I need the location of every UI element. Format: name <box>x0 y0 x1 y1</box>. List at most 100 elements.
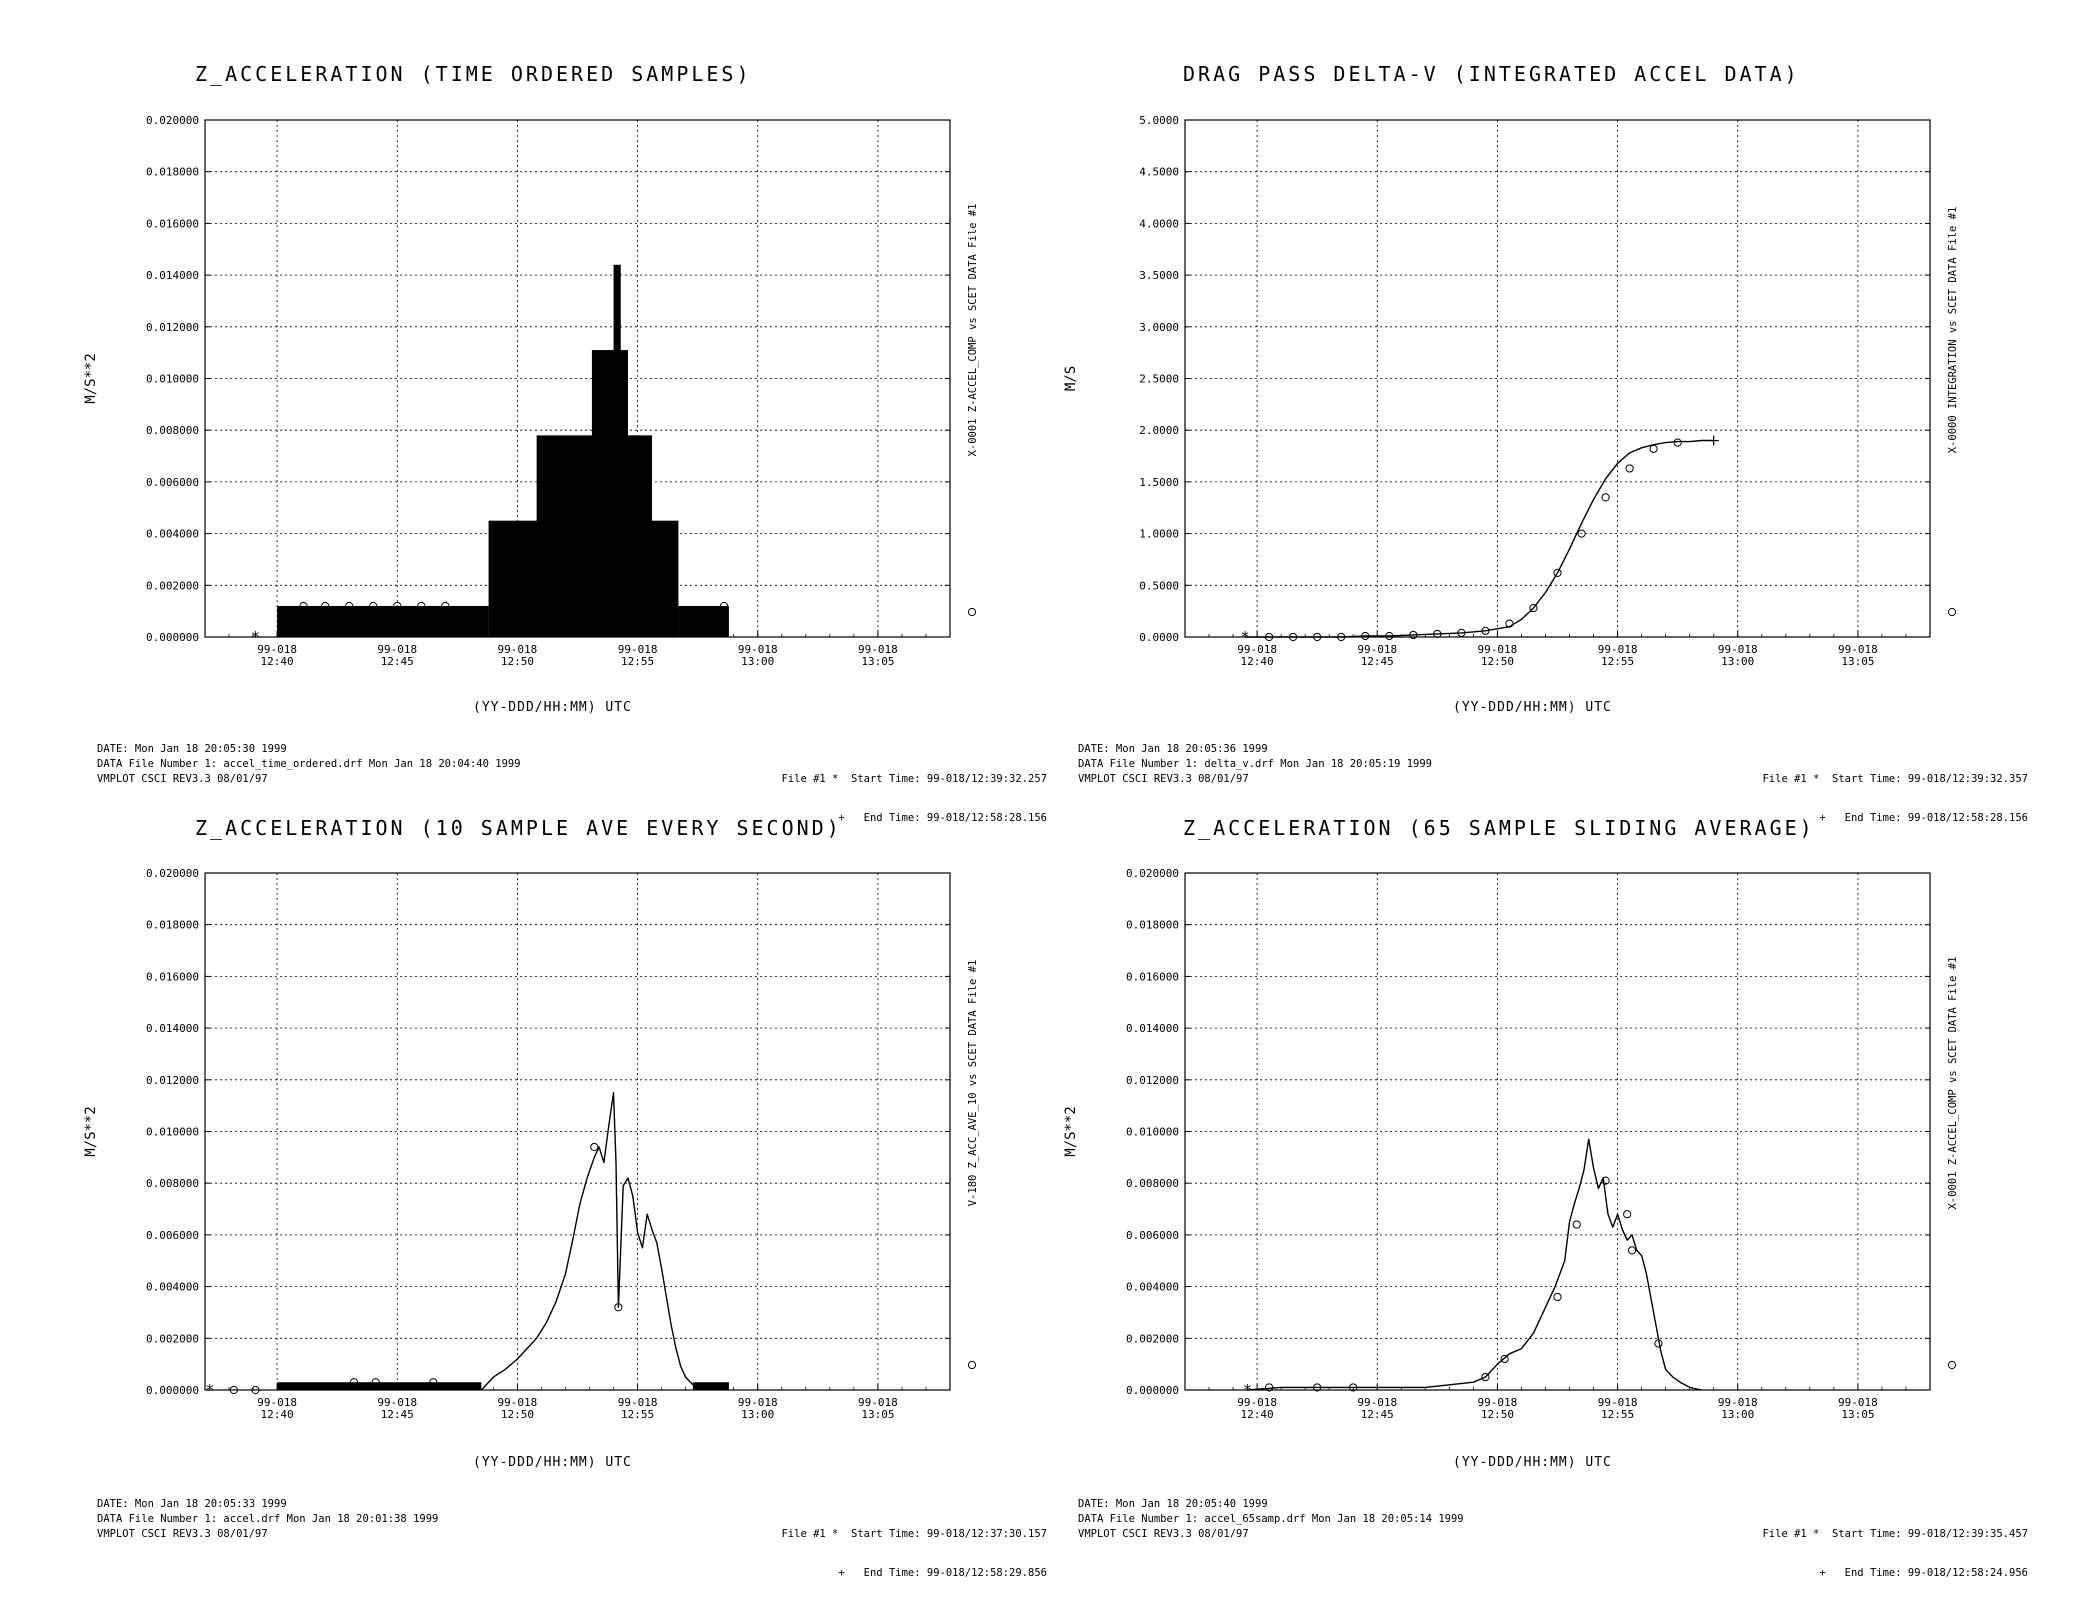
data-bar <box>613 264 621 637</box>
chart-footer: DATE: Mon Jan 18 20:05:33 1999 DATA File… <box>97 1497 438 1542</box>
data-point-circle-marker <box>1481 626 1490 635</box>
y-tick-label: 0.012000 <box>146 1074 199 1087</box>
plot-frame <box>204 872 951 1391</box>
data-point-circle-marker <box>590 1142 599 1152</box>
x-tick-label: 13:00 <box>741 655 774 668</box>
data-bar <box>277 1382 482 1390</box>
x-tick-label: 12:55 <box>1601 1408 1634 1421</box>
data-point-circle-marker <box>1577 529 1586 538</box>
chart-footer: DATE: Mon Jan 18 20:05:40 1999 DATA File… <box>1078 1497 1464 1542</box>
data-point-circle-marker <box>299 601 308 611</box>
footer-line: VMPLOT CSCI REV3.3 08/01/97 <box>1078 1528 1249 1540</box>
file-start-time: File #1 * Start Time: 99-018/12:39:32.35… <box>1762 773 2028 785</box>
file-end-time: + End Time: 99-018/12:58:28.156 <box>1819 812 2028 824</box>
data-point-circle-marker <box>345 601 354 611</box>
x-tick-label: 99-018 <box>1237 1396 1277 1409</box>
x-tick-label: 99-018 <box>498 1396 538 1409</box>
y-tick-label: 2.0000 <box>1139 424 1179 437</box>
data-point-circle-marker <box>1601 493 1610 502</box>
data-point-circle-marker <box>1553 1292 1562 1302</box>
file-end-time: + End Time: 99-018/12:58:24.956 <box>1819 1567 2028 1579</box>
data-point-circle-marker <box>1313 1383 1322 1392</box>
y-tick-label: 0.002000 <box>146 579 199 592</box>
y-tick-label: 1.5000 <box>1139 476 1179 489</box>
y-tick-label: 0.000000 <box>1126 1384 1179 1397</box>
data-point-circle-marker <box>371 1378 380 1387</box>
footer-line: VMPLOT CSCI REV3.3 08/01/97 <box>1078 773 1249 785</box>
series-line <box>1247 1138 1702 1391</box>
x-tick-label: 13:00 <box>1721 1408 1754 1421</box>
file-info: File #1 * Start Time: 99-018/12:39:35.45… <box>1762 1502 2028 1606</box>
x-tick-label: 99-018 <box>1357 1396 1397 1409</box>
chart-title: Z_ACCELERATION (10 SAMPLE AVE EVERY SECO… <box>195 816 842 840</box>
y-tick-label: 0.006000 <box>146 1229 199 1242</box>
x-tick-label: 12:55 <box>1601 655 1634 668</box>
x-tick-label: 12:55 <box>621 655 654 668</box>
data-point-circle-marker <box>1601 1176 1610 1185</box>
file-info: File #1 * Start Time: 99-018/12:39:32.25… <box>781 747 1047 851</box>
file-info: File #1 * Start Time: 99-018/12:37:30.15… <box>781 1502 1047 1606</box>
footer-line: DATA File Number 1: accel_time_ordered.d… <box>97 758 521 770</box>
y-tick-label: 0.5000 <box>1139 579 1179 592</box>
x-tick-label: 99-018 <box>858 643 898 656</box>
y-tick-label: 0.002000 <box>1126 1332 1179 1345</box>
data-point-circle-marker <box>1627 1246 1637 1255</box>
data-point-circle-marker <box>1947 1360 1957 1370</box>
y-tick-label: 0.014000 <box>146 269 199 282</box>
data-point-plus-marker <box>1708 435 1719 446</box>
x-tick-label: 12:40 <box>261 655 294 668</box>
y-tick-label: 0.014000 <box>146 1022 199 1035</box>
x-tick-label: 12:50 <box>1481 1408 1514 1421</box>
y-tick-label: 4.5000 <box>1139 166 1179 179</box>
y-tick-label: 2.5000 <box>1139 373 1179 386</box>
x-tick-label: 12:55 <box>621 1408 654 1421</box>
x-tick-label: 12:40 <box>261 1408 294 1421</box>
x-tick-label: 99-018 <box>377 643 417 656</box>
series-legend-label: X-0000 INTEGRATION vs SCET DATA File #1 <box>1947 207 1959 454</box>
chart-title: DRAG PASS DELTA-V (INTEGRATED ACCEL DATA… <box>1183 62 1800 86</box>
y-tick-label: 0.016000 <box>146 970 199 983</box>
x-tick-label: 99-018 <box>377 1396 417 1409</box>
x-tick-label: 99-018 <box>738 643 778 656</box>
footer-line: DATE: Mon Jan 18 20:05:40 1999 <box>1078 1498 1268 1510</box>
y-tick-label: 0.006000 <box>1126 1229 1179 1242</box>
footer-line: VMPLOT CSCI REV3.3 08/01/97 <box>97 773 268 785</box>
x-tick-label: 99-018 <box>257 643 297 656</box>
y-axis-label: M/S**2 <box>83 1106 99 1157</box>
y-tick-label: 3.0000 <box>1139 321 1179 334</box>
plot-frame <box>1184 119 1931 638</box>
y-tick-label: 0.006000 <box>146 476 199 489</box>
data-point-circle-marker <box>1349 1383 1358 1392</box>
data-bar <box>678 605 729 637</box>
data-point-circle-marker <box>551 516 560 525</box>
x-tick-label: 13:05 <box>861 1408 894 1421</box>
data-point-circle-marker <box>321 601 330 611</box>
x-tick-label: 99-018 <box>1357 643 1397 656</box>
data-point-circle-marker <box>1361 631 1370 641</box>
x-tick-label: 13:05 <box>1841 655 1874 668</box>
x-tick-label: 12:40 <box>1241 655 1274 668</box>
y-tick-label: 0.010000 <box>146 373 199 386</box>
x-tick-label: 12:40 <box>1241 1408 1274 1421</box>
x-axis-label: (YY-DDD/HH:MM) UTC <box>1453 1455 1612 1470</box>
data-point-circle-marker <box>967 607 977 617</box>
series-legend-label: V-180 Z_ACC_AVE_10 vs SCET DATA File #1 <box>967 960 979 1207</box>
x-tick-label: 99-018 <box>1838 643 1878 656</box>
footer-line: DATE: Mon Jan 18 20:05:36 1999 <box>1078 743 1268 755</box>
y-tick-label: 0.018000 <box>146 166 199 179</box>
x-tick-label: 13:05 <box>861 655 894 668</box>
data-point-circle-marker <box>508 601 517 611</box>
x-tick-label: 99-018 <box>1838 1396 1878 1409</box>
y-tick-label: 0.016000 <box>146 217 199 230</box>
data-point-circle-marker <box>614 1303 623 1312</box>
data-point-circle-marker <box>1505 619 1514 628</box>
data-point-circle-marker <box>417 601 426 611</box>
file-end-time: + End Time: 99-018/12:58:28.156 <box>838 812 1047 824</box>
data-point-circle-marker <box>525 601 534 611</box>
x-tick-label: 99-018 <box>1718 643 1758 656</box>
y-tick-label: 0.012000 <box>146 321 199 334</box>
data-point-circle-marker <box>1553 568 1562 577</box>
data-point-circle-marker <box>1625 464 1634 473</box>
